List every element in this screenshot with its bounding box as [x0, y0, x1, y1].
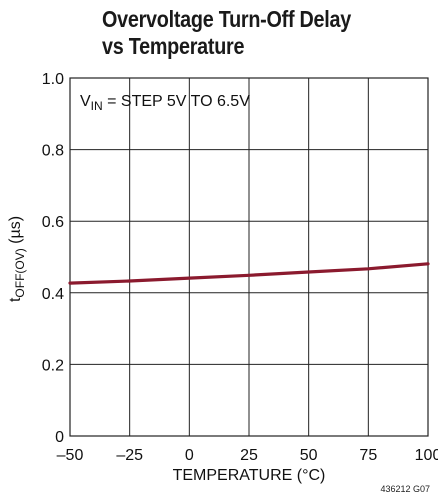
y-tick-label: 0 — [55, 429, 64, 446]
x-tick-label: 75 — [359, 447, 377, 464]
y-axis-label: tOFF(OV) (µs) — [7, 216, 27, 302]
plot-frame — [69, 77, 429, 437]
y-tick-label: 0.6 — [42, 214, 64, 231]
chart-title-line1: Overvoltage Turn-Off Delay — [102, 6, 352, 32]
chart-title: Overvoltage Turn-Off Delay vs Temperatur… — [102, 6, 351, 60]
y-tick-label: 0.8 — [42, 143, 64, 160]
x-tick-label: –50 — [57, 447, 84, 464]
x-tick-label: –25 — [116, 447, 143, 464]
x-tick-label: 0 — [185, 447, 194, 464]
y-tick-label: 0.2 — [42, 357, 64, 374]
data-series-line — [68, 262, 430, 285]
y-tick-label: 0.4 — [42, 286, 64, 303]
x-tick-label: 50 — [300, 447, 318, 464]
figure-code: 436212 G07 — [380, 484, 430, 494]
x-tick-label: 25 — [240, 447, 258, 464]
condition-annotation: VIN = STEP 5V TO 6.5V — [80, 93, 250, 113]
x-axis-label: TEMPERATURE (°C) — [173, 467, 326, 484]
x-tick-label: 100 — [415, 447, 438, 464]
y-tick-label: 1.0 — [42, 71, 64, 88]
chart-title-line2: vs Temperature — [102, 33, 245, 59]
